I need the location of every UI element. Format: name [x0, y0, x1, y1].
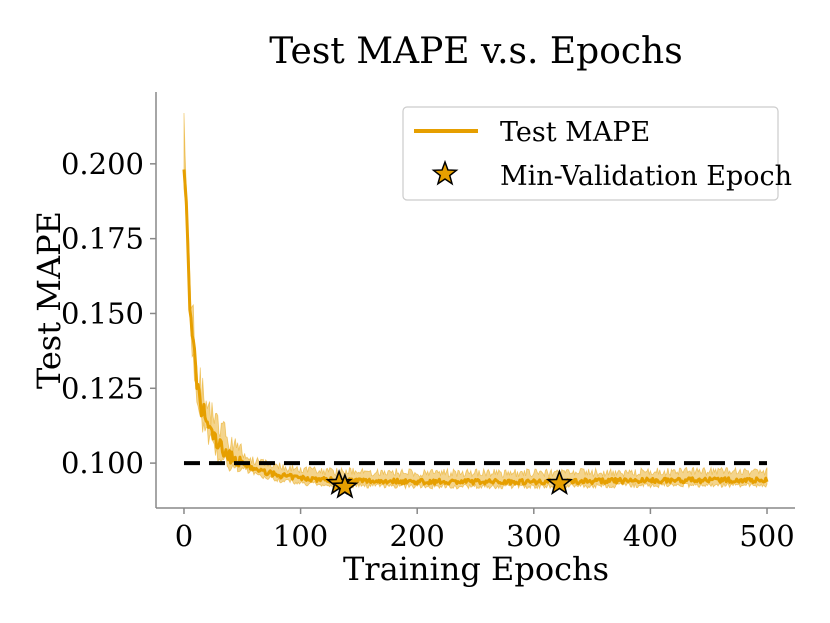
x-tick-label: 200: [390, 519, 445, 553]
x-tick-label: 0: [175, 519, 193, 553]
min-validation-markers: [325, 469, 574, 499]
y-tick-label: 0.200: [61, 147, 144, 181]
legend: Test MAPE Min-Validation Epoch: [402, 106, 792, 201]
series-band: [183, 112, 768, 491]
series-line: [182, 169, 769, 486]
legend-marker-label: Min-Validation Epoch: [500, 161, 792, 192]
legend-line-label: Test MAPE: [500, 117, 650, 148]
legend-star-icon: [431, 159, 459, 186]
x-tick-label: 100: [273, 519, 328, 553]
plot-area: [182, 112, 769, 499]
x-tick-label: 300: [506, 519, 561, 553]
series-variance-band: [183, 112, 768, 491]
y-tick-label: 0.150: [61, 296, 144, 330]
chart-title: Test MAPE v.s. Epochs: [269, 31, 682, 72]
y-axis-title: Test MAPE: [30, 211, 68, 389]
min-validation-star: [545, 469, 574, 496]
min-validation-star: [331, 472, 359, 499]
y-tick-label: 0.175: [61, 222, 144, 256]
x-tick-label: 400: [623, 519, 678, 553]
y-tick-label: 0.100: [61, 446, 144, 480]
legend-box: [402, 106, 779, 201]
x-axis-ticks: 0 100 200 300 400 500: [175, 508, 795, 553]
x-tick-label: 500: [739, 519, 794, 553]
y-tick-label: 0.125: [61, 371, 144, 405]
x-axis-title: Training Epochs: [343, 550, 609, 588]
series-mean-line: [182, 169, 769, 486]
y-axis-ticks: 0.100 0.125 0.150 0.175 0.200: [61, 147, 156, 480]
